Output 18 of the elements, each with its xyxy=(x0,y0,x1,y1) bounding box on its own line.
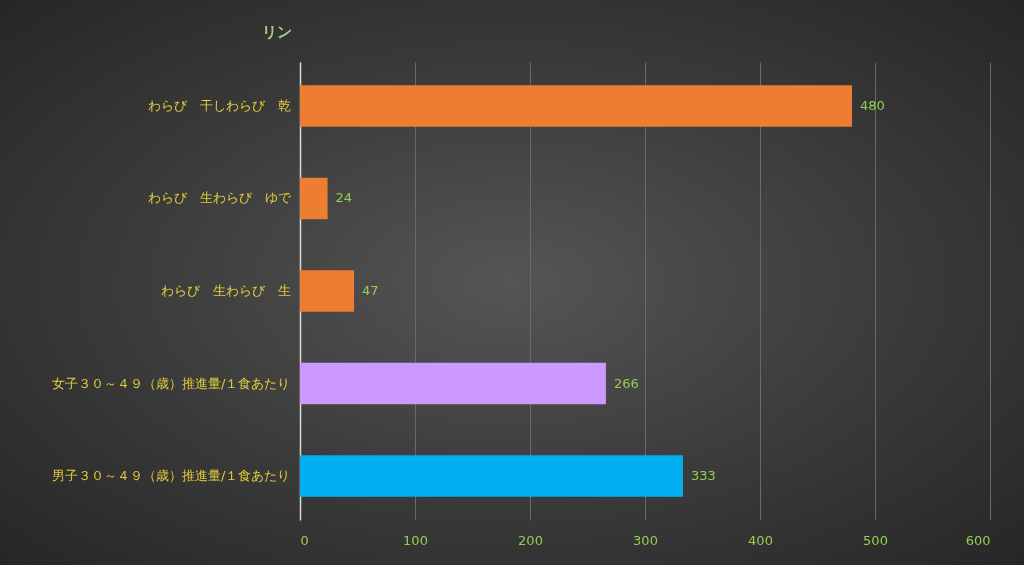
x-tick-label: 100 xyxy=(403,532,428,548)
y-tick-label: わらび 干しわらび 乾 xyxy=(147,97,291,113)
x-tick-label: 200 xyxy=(518,532,543,548)
data-label: 480 xyxy=(860,97,885,113)
x-tick-label: 400 xyxy=(748,532,773,548)
chart-title: リン xyxy=(261,23,292,41)
x-tick-label: 0 xyxy=(300,532,309,548)
y-tick-label: 男子３０～４９（歳）推進量/１食あたり xyxy=(52,468,291,484)
y-tick-label: わらび 生わらび ゆで xyxy=(147,190,292,206)
data-label: 266 xyxy=(613,375,639,391)
y-tick-label: わらび 生わらび 生 xyxy=(160,283,291,298)
x-tick-label: 500 xyxy=(863,532,888,548)
x-tick-label: 300 xyxy=(633,532,658,548)
data-label: 333 xyxy=(690,468,716,484)
y-tick-label: 女子３０～４９（歳）推進量/１食あたり xyxy=(52,375,291,391)
x-tick-label: 600 xyxy=(965,532,991,548)
data-label: 47 xyxy=(362,283,379,298)
data-label: 24 xyxy=(335,190,353,206)
